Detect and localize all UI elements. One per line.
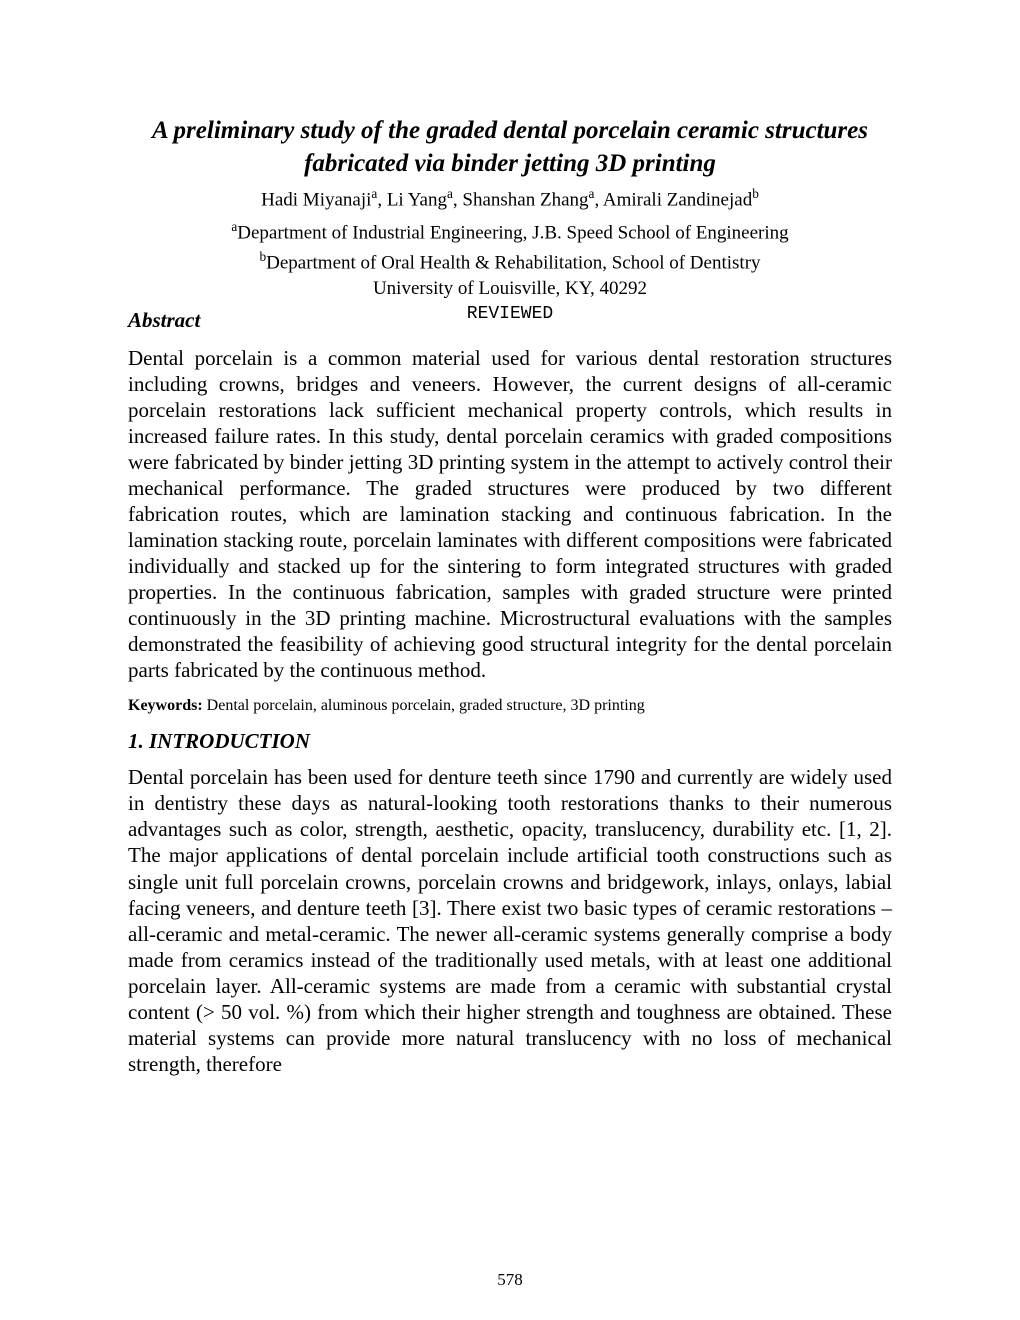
keywords: Keywords: Dental porcelain, aluminous po… [128, 697, 892, 715]
author-1-sup: a [371, 186, 377, 201]
keywords-label: Keywords: [128, 697, 203, 714]
affiliation-b-text: Department of Oral Health & Rehabilitati… [266, 252, 760, 273]
abstract-body: Dental porcelain is a common material us… [128, 345, 892, 683]
university: University of Louisville, KY, 40292 [128, 278, 892, 300]
author-4: Amirali Zandinejad [603, 189, 752, 210]
affiliation-a: aDepartment of Industrial Engineering, J… [128, 219, 892, 244]
author-2-sup: a [447, 186, 453, 201]
affiliation-a-text: Department of Industrial Engineering, J.… [237, 223, 788, 244]
section-1-body: Dental porcelain has been used for dentu… [128, 764, 892, 1076]
affiliation-b: bDepartment of Oral Health & Rehabilitat… [128, 249, 892, 274]
page-number: 578 [0, 1270, 1020, 1290]
author-1: Hadi Miyanaji [261, 189, 371, 210]
author-4-sup: b [752, 186, 759, 201]
author-2: Li Yang [387, 189, 447, 210]
author-list: Hadi Miyanajia, Li Yanga, Shanshan Zhang… [128, 186, 892, 211]
paper-title: A preliminary study of the graded dental… [128, 115, 892, 180]
author-3-sup: a [589, 186, 595, 201]
section-1-heading: 1. INTRODUCTION [128, 729, 892, 754]
keywords-text: Dental porcelain, aluminous porcelain, g… [203, 697, 645, 714]
author-3: Shanshan Zhang [462, 189, 588, 210]
